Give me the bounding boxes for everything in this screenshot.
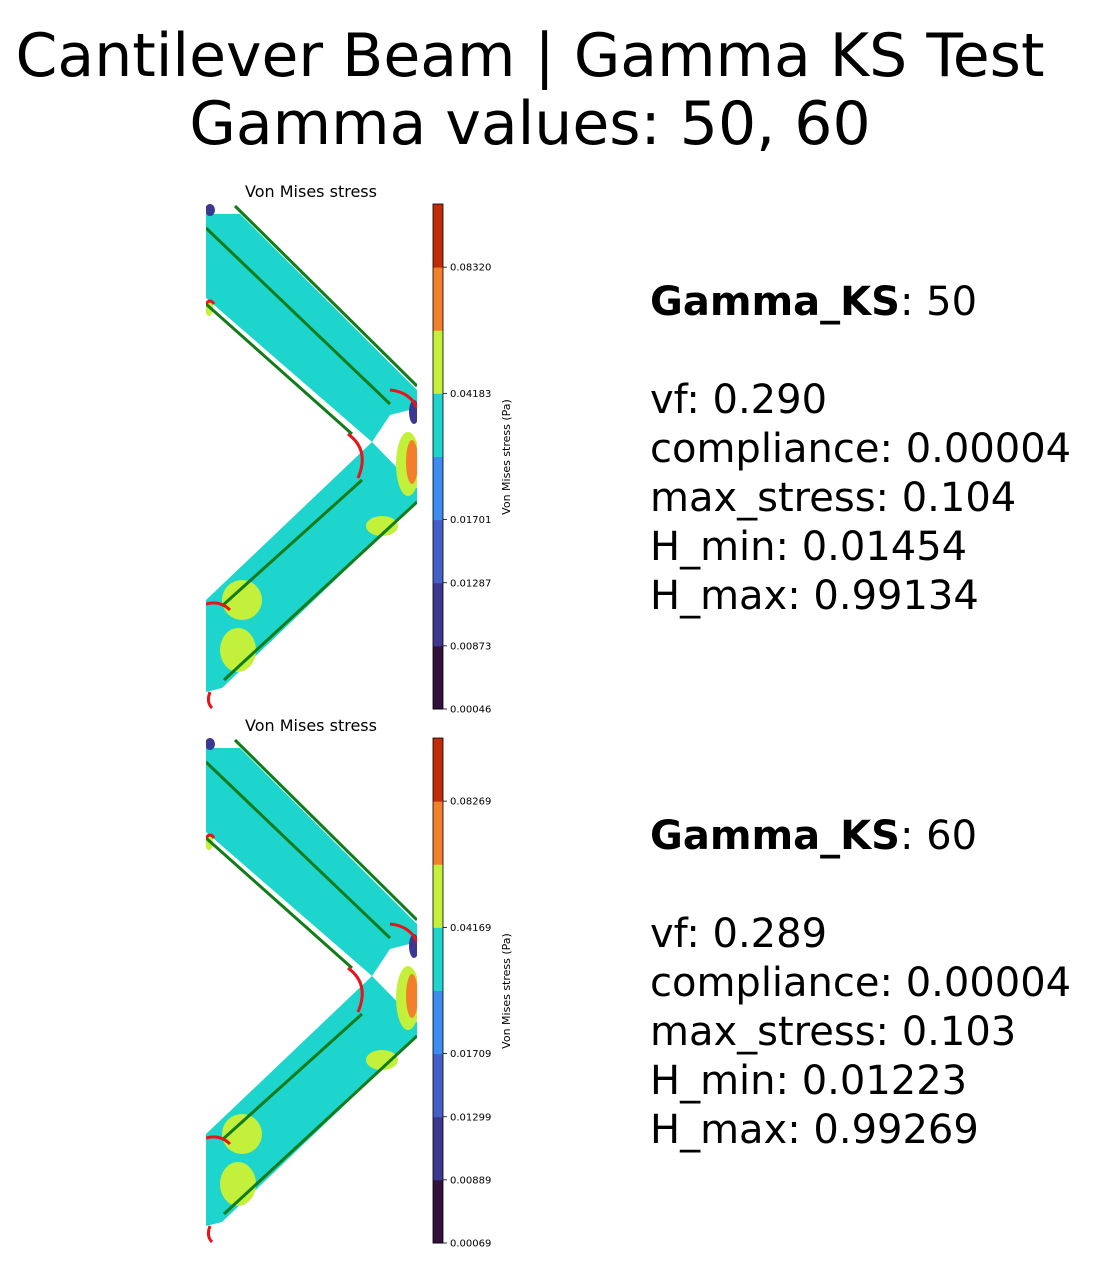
boundary-line — [220, 478, 364, 608]
metric-h-min: H_min: 0.01454 — [650, 524, 968, 570]
boundary-curve — [389, 922, 417, 943]
boundary-line — [206, 760, 392, 940]
colorbar-band — [433, 645, 443, 710]
colorbar-band — [433, 1179, 443, 1244]
stress-hotspot — [366, 516, 398, 536]
colorbar: 0.08269 0.04169 0.01709 0.01299 0.00889 0.000… — [432, 737, 491, 1249]
colorbar-tick-label: 0.00069 — [450, 1239, 491, 1249]
colorbar-band — [433, 738, 443, 802]
gamma-row: Gamma_KS: 50 — [650, 278, 1071, 327]
colorbar-tick-label: 0.08269 — [450, 797, 491, 808]
boundary-line — [222, 1034, 417, 1216]
stress-peak-zone — [406, 974, 417, 1018]
colorbar-band — [433, 204, 443, 268]
plot-title: Von Mises stress — [245, 182, 377, 201]
metric-compliance: compliance: 0.00004 — [650, 960, 1072, 1006]
plot-title: Von Mises stress — [245, 716, 377, 735]
colorbar-frame — [432, 737, 444, 1244]
colorbar-band — [433, 519, 443, 584]
metric-vf: vf: 0.290 — [650, 377, 828, 423]
metric-vf: vf: 0.289 — [650, 911, 828, 957]
gamma-value: : 60 — [899, 813, 978, 859]
stress-hotspot — [220, 628, 256, 672]
colorbar-tick-label: 0.04183 — [450, 389, 491, 400]
gamma-value: : 50 — [899, 279, 978, 325]
stress-peak-zone — [406, 440, 417, 484]
gamma-label: Gamma_KS — [650, 279, 900, 325]
result-panel-gamma-50: Von Mises stress — [0, 180, 1117, 714]
boundary-line — [233, 738, 417, 922]
figure-title-line-2: Gamma values: 50, 60 — [189, 89, 871, 159]
low-stress-zone — [206, 738, 215, 750]
boundary-line — [220, 1012, 364, 1142]
boundary-curve — [206, 691, 214, 709]
boundary-curve — [206, 1225, 214, 1243]
colorbar-band — [433, 330, 443, 394]
colorbar-tick-label: 0.01701 — [450, 515, 491, 526]
colorbar-band — [433, 864, 443, 928]
boundary-curve — [389, 388, 417, 409]
stress-hotspot — [222, 580, 262, 620]
colorbar-band — [433, 801, 443, 865]
stress-hotspot — [220, 1162, 256, 1206]
boundary-line — [206, 226, 392, 406]
colorbar-band — [433, 582, 443, 647]
colorbar: 0.08320 0.04183 0.01701 0.01287 0.00873 0.000… — [432, 203, 491, 715]
stress-field-map — [206, 204, 417, 709]
colorbar-band — [433, 393, 443, 457]
beam-lower-arm — [206, 442, 417, 692]
boundary-curve — [347, 966, 364, 1013]
stress-hotspot — [222, 1114, 262, 1154]
colorbar-band — [433, 990, 443, 1055]
metric-h-min: H_min: 0.01223 — [650, 1058, 968, 1104]
boundary-line — [233, 204, 417, 388]
boundary-line — [222, 500, 417, 682]
stress-plot-figure: Von Mises stress — [206, 182, 513, 715]
colorbar-band — [433, 267, 443, 331]
result-panel-gamma-60: Von Mises stress — [0, 714, 1117, 1248]
colorbar-tick-label: 0.00046 — [450, 705, 491, 715]
beam-lower-arm — [206, 976, 417, 1226]
gamma-row: Gamma_KS: 60 — [650, 812, 1071, 861]
stress-hotspot — [366, 1050, 398, 1070]
boundary-curve — [206, 1135, 232, 1146]
boundary-curve — [206, 299, 216, 305]
metric-max-stress: max_stress: 0.103 — [650, 1009, 1017, 1055]
colorbar-label: Von Mises stress (Pa) — [500, 399, 513, 515]
colorbar-label: Von Mises stress (Pa) — [500, 933, 513, 1049]
figure-title: Cantilever Beam | Gamma KS Test Gamma va… — [0, 22, 1060, 158]
boundary-line — [206, 836, 353, 970]
colorbar-band — [433, 1053, 443, 1118]
stress-field-map — [206, 738, 417, 1243]
colorbar-tick-label: 0.01709 — [450, 1049, 491, 1060]
colorbar-frame — [432, 203, 444, 710]
metric-h-max: H_max: 0.99269 — [650, 1107, 979, 1153]
metrics-block: Gamma_KS: 50 vf: 0.290 compliance: 0.000… — [650, 278, 1071, 621]
colorbar-tick-label: 0.01287 — [450, 578, 491, 589]
colorbar-band — [433, 927, 443, 991]
figure-title-line-1: Cantilever Beam | Gamma KS Test — [15, 21, 1045, 91]
colorbar-tick-label: 0.08320 — [450, 263, 491, 274]
metric-h-max: H_max: 0.99134 — [650, 573, 979, 619]
metrics-block: Gamma_KS: 60 vf: 0.289 compliance: 0.000… — [650, 812, 1071, 1155]
metric-compliance: compliance: 0.00004 — [650, 426, 1072, 472]
boundary-curve — [206, 601, 232, 612]
colorbar-tick-label: 0.00873 — [450, 641, 491, 652]
gamma-label: Gamma_KS — [650, 813, 900, 859]
colorbar-tick-label: 0.00889 — [450, 1175, 491, 1186]
boundary-curve — [347, 432, 364, 479]
colorbar-band — [433, 456, 443, 521]
stress-plot-figure: Von Mises stress — [206, 716, 513, 1249]
colorbar-tick-label: 0.01299 — [450, 1112, 491, 1123]
colorbar-band — [433, 1116, 443, 1181]
low-stress-zone — [206, 204, 215, 216]
colorbar-tick-label: 0.04169 — [450, 923, 491, 934]
boundary-line — [206, 302, 353, 436]
boundary-curve — [206, 833, 216, 839]
metric-max-stress: max_stress: 0.104 — [650, 475, 1017, 521]
